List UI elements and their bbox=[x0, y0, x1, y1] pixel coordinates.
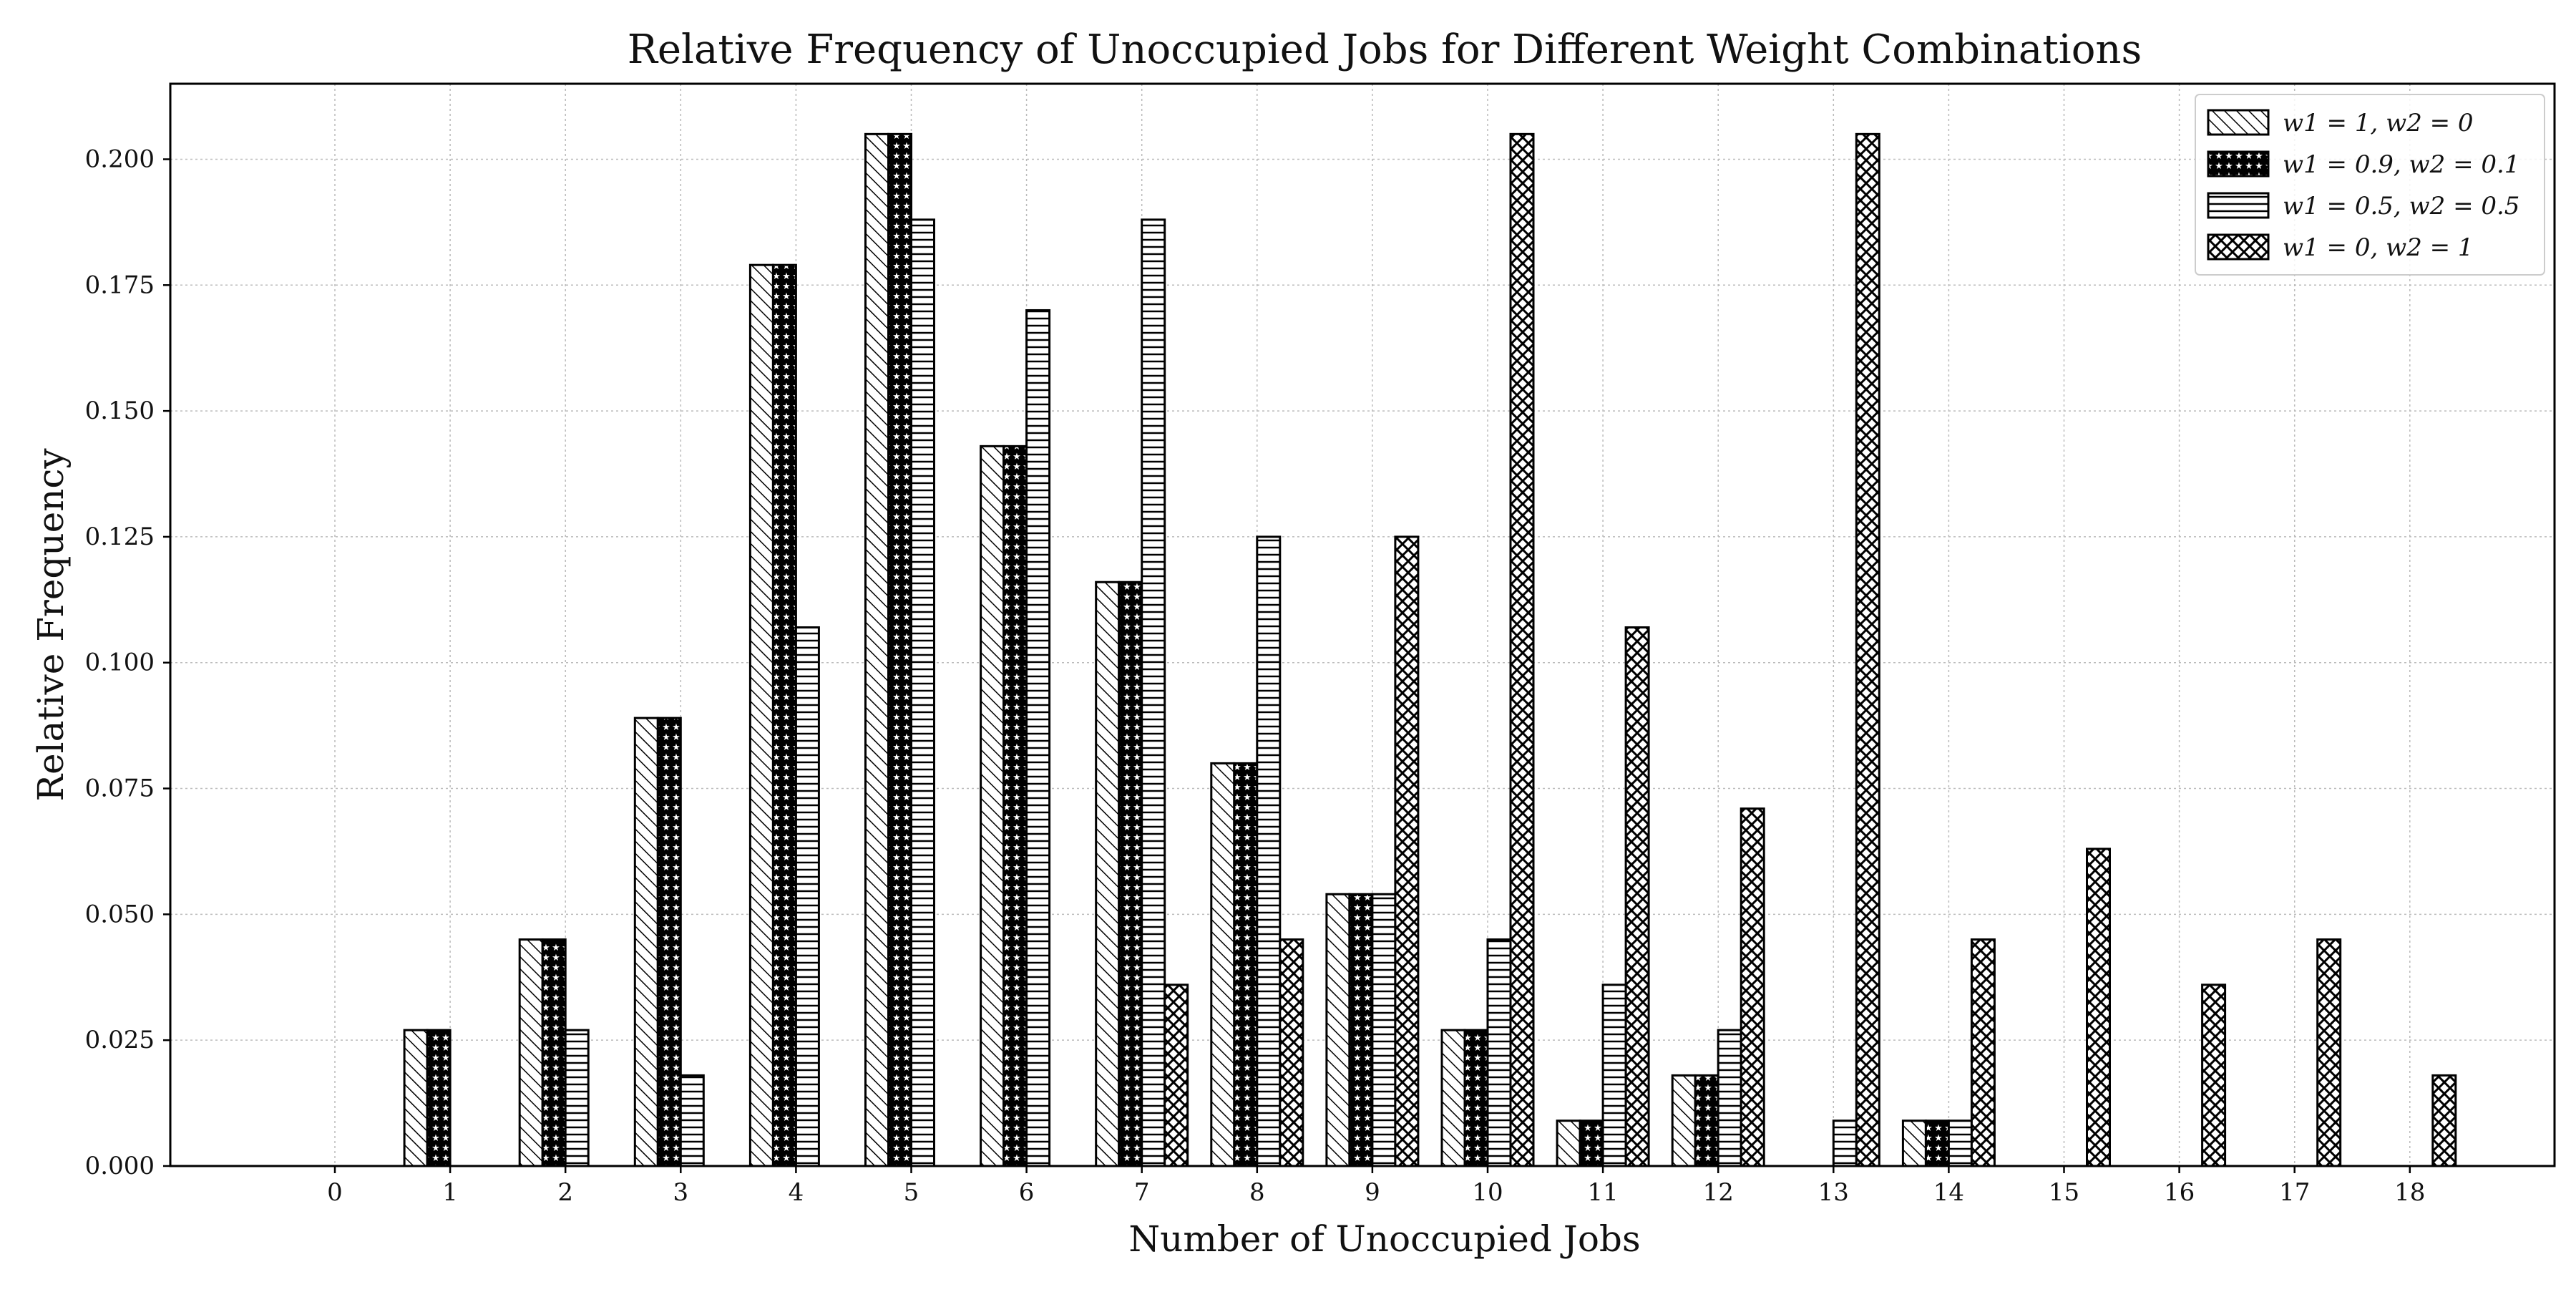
legend-swatch bbox=[2207, 233, 2270, 261]
y-tick-label: 0.200 bbox=[85, 145, 155, 173]
bar-series-2 bbox=[1463, 1029, 1489, 1167]
bar-series-3 bbox=[1601, 983, 1627, 1167]
bar-series-3 bbox=[679, 1074, 705, 1167]
bar-series-3 bbox=[1256, 535, 1282, 1167]
bar-series-4 bbox=[2201, 983, 2227, 1167]
y-axis-label: Relative Frequency bbox=[30, 448, 72, 802]
legend-label: w1 = 0.9, w2 = 0.1 bbox=[2283, 150, 2519, 179]
legend-box bbox=[2195, 94, 2545, 276]
bar-series-2 bbox=[1348, 893, 1374, 1167]
bar-series-4 bbox=[1855, 132, 1880, 1167]
bar-series-2 bbox=[426, 1029, 452, 1167]
bar-series-1 bbox=[980, 445, 1005, 1167]
x-tick-label: 15 bbox=[2049, 1178, 2079, 1207]
x-axis-ticks: 0 1 2 3 4 5 6 7 8 9 10 11 12 13 14 15 16 17 18 bbox=[327, 1166, 2425, 1207]
y-tick-label: 0.000 bbox=[85, 1152, 155, 1180]
bar-series-3 bbox=[564, 1029, 590, 1167]
bar-series-2 bbox=[1118, 581, 1143, 1167]
x-tick-label: 14 bbox=[1933, 1178, 1964, 1207]
bar-series-3 bbox=[1486, 938, 1512, 1167]
bar-series-1 bbox=[1440, 1029, 1466, 1167]
bar-series-1 bbox=[1556, 1119, 1581, 1167]
bar-series-1 bbox=[1325, 893, 1351, 1167]
bar-series-4 bbox=[1970, 938, 1996, 1167]
bar-series-4 bbox=[2431, 1074, 2457, 1167]
x-tick-label: 0 bbox=[327, 1178, 343, 1207]
y-tick-label: 0.150 bbox=[85, 397, 155, 425]
bar-series-3 bbox=[1141, 218, 1166, 1167]
x-tick-label: 10 bbox=[1472, 1178, 1503, 1207]
bar-series-2 bbox=[1694, 1074, 1719, 1167]
bar-series-4 bbox=[2316, 938, 2342, 1167]
bar-series-1 bbox=[748, 263, 774, 1167]
legend-swatch bbox=[2207, 192, 2270, 219]
x-axis-label: Number of Unoccupied Jobs bbox=[1128, 1218, 1640, 1260]
y-tick-label: 0.125 bbox=[85, 523, 155, 551]
bar-series-1 bbox=[633, 717, 659, 1167]
y-tick-label: 0.075 bbox=[85, 774, 155, 803]
bar-series-1 bbox=[403, 1029, 429, 1167]
y-tick-label: 0.175 bbox=[85, 271, 155, 299]
x-tick-label: 5 bbox=[904, 1178, 919, 1207]
x-tick-label: 18 bbox=[2394, 1178, 2425, 1207]
bar-series-3 bbox=[1025, 309, 1051, 1167]
x-tick-label: 12 bbox=[1703, 1178, 1734, 1207]
bar-series-3 bbox=[794, 626, 820, 1167]
legend-label: w1 = 0.5, w2 = 0.5 bbox=[2283, 192, 2519, 220]
bar-series-1 bbox=[1901, 1119, 1927, 1167]
x-tick-label: 16 bbox=[2164, 1178, 2195, 1207]
x-tick-label: 7 bbox=[1134, 1178, 1150, 1207]
bar-series-1 bbox=[1210, 762, 1236, 1167]
bar-series-4 bbox=[1740, 807, 1765, 1167]
bar-series-2 bbox=[1233, 762, 1259, 1167]
chart-title: Relative Frequency of Unoccupied Jobs fo… bbox=[628, 26, 2142, 73]
legend-swatch bbox=[2207, 150, 2270, 178]
x-tick-label: 13 bbox=[1818, 1178, 1849, 1207]
x-tick-label: 4 bbox=[789, 1178, 804, 1207]
bar-series-2 bbox=[1579, 1119, 1604, 1167]
bar-series-4 bbox=[1624, 626, 1650, 1167]
bars bbox=[289, 132, 2457, 1167]
x-tick-label: 3 bbox=[673, 1178, 688, 1207]
bar-series-3 bbox=[1832, 1119, 1858, 1167]
bar-series-3 bbox=[1717, 1029, 1742, 1167]
bar-series-1 bbox=[518, 938, 544, 1167]
y-tick-label: 0.100 bbox=[85, 649, 155, 677]
bar-series-2 bbox=[1002, 445, 1028, 1167]
x-tick-label: 17 bbox=[2279, 1178, 2310, 1207]
x-tick-label: 1 bbox=[442, 1178, 458, 1207]
y-axis-ticks: 0.000 0.025 0.050 0.075 0.100 0.125 0.150 0.175… bbox=[85, 145, 170, 1180]
bar-series-2 bbox=[771, 263, 797, 1167]
bar-series-3 bbox=[1371, 893, 1397, 1167]
plot-frame bbox=[169, 82, 2556, 1167]
bar-series-2 bbox=[1924, 1119, 1950, 1167]
bar-series-1 bbox=[1671, 1074, 1697, 1167]
bar-series-3 bbox=[910, 218, 935, 1167]
bar-series-2 bbox=[541, 938, 567, 1167]
x-tick-label: 6 bbox=[1019, 1178, 1035, 1207]
bar-series-1 bbox=[1095, 581, 1121, 1167]
bar-series-4 bbox=[1394, 535, 1420, 1167]
bar-series-4 bbox=[1509, 132, 1535, 1167]
y-tick-label: 0.050 bbox=[85, 900, 155, 928]
bar-series-4 bbox=[1163, 983, 1189, 1167]
x-tick-label: 8 bbox=[1249, 1178, 1265, 1207]
bar-series-2 bbox=[887, 132, 912, 1167]
bar-series-4 bbox=[2086, 847, 2111, 1167]
bar-series-4 bbox=[1279, 938, 1304, 1167]
x-tick-label: 11 bbox=[1587, 1178, 1618, 1207]
legend-label: w1 = 1, w2 = 0 bbox=[2283, 109, 2474, 137]
legend-label: w1 = 0, w2 = 1 bbox=[2283, 233, 2474, 262]
bar-series-3 bbox=[1947, 1119, 1973, 1167]
x-tick-label: 2 bbox=[557, 1178, 573, 1207]
legend: w1 = 1, w2 = 0 w1 = 0.9, w2 = 0.1 w1 = 0.5… bbox=[2195, 94, 2545, 276]
bar-series-1 bbox=[864, 132, 889, 1167]
y-tick-label: 0.025 bbox=[85, 1026, 155, 1054]
x-tick-label: 9 bbox=[1365, 1178, 1380, 1207]
legend-swatch bbox=[2207, 109, 2270, 136]
bar-series-2 bbox=[656, 717, 682, 1167]
